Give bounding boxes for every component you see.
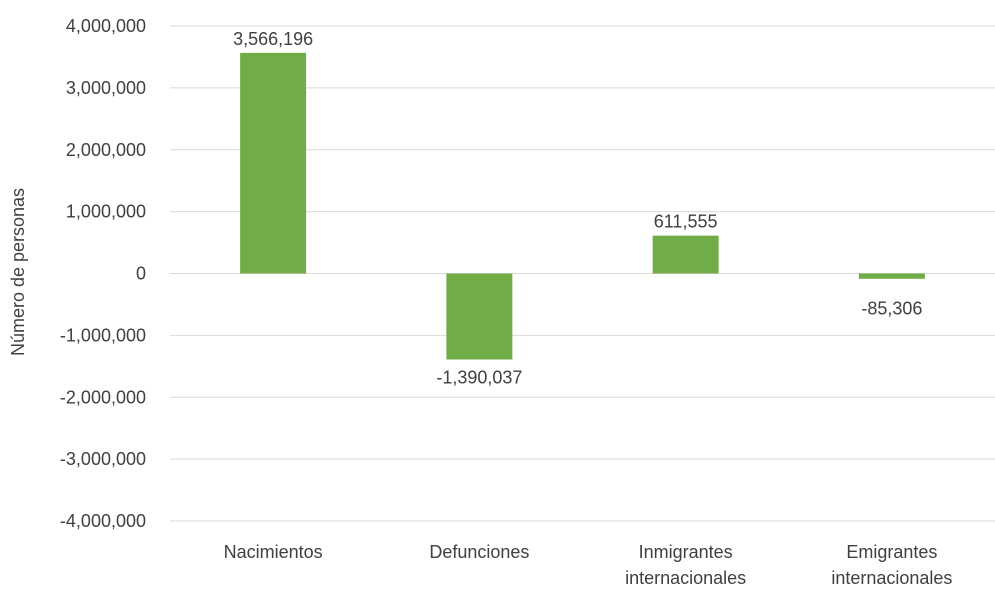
bar: [858, 273, 925, 279]
data-label: -1,390,037: [436, 368, 522, 388]
y-tick-label: 3,000,000: [66, 78, 146, 98]
bar: [652, 235, 719, 274]
bar: [446, 273, 513, 360]
y-tick-label: 0: [136, 264, 146, 284]
x-tick-label: Nacimientos: [224, 542, 323, 562]
y-tick-label: -4,000,000: [60, 511, 146, 531]
x-tick-label: Defunciones: [429, 542, 529, 562]
x-tick-label: internacionales: [625, 568, 746, 588]
y-axis-title: Número de personas: [8, 188, 28, 356]
y-tick-label: -3,000,000: [60, 449, 146, 469]
data-label: 611,555: [654, 212, 718, 232]
data-label: 3,566,196: [233, 29, 313, 49]
data-label: -85,306: [861, 299, 922, 319]
bars: [240, 52, 925, 360]
gridlines: [170, 25, 995, 522]
data-labels: 3,566,196 -1,390,037 611,555 -85,306: [233, 29, 922, 388]
y-tick-label: -1,000,000: [60, 325, 146, 345]
y-tick-label: 1,000,000: [66, 202, 146, 222]
x-axis-tick-labels: Nacimientos Defunciones Inmigrantes interna…: [224, 542, 953, 588]
x-tick-label: internacionales: [831, 568, 952, 588]
y-axis-tick-labels: 4,000,000 3,000,000 2,000,000 1,000,000 0 -1,…: [60, 16, 146, 531]
bar: [240, 52, 307, 274]
y-tick-label: -2,000,000: [60, 387, 146, 407]
y-tick-label: 4,000,000: [66, 16, 146, 36]
x-tick-label: Emigrantes: [846, 542, 937, 562]
y-tick-label: 2,000,000: [66, 140, 146, 160]
x-tick-label: Inmigrantes: [639, 542, 733, 562]
